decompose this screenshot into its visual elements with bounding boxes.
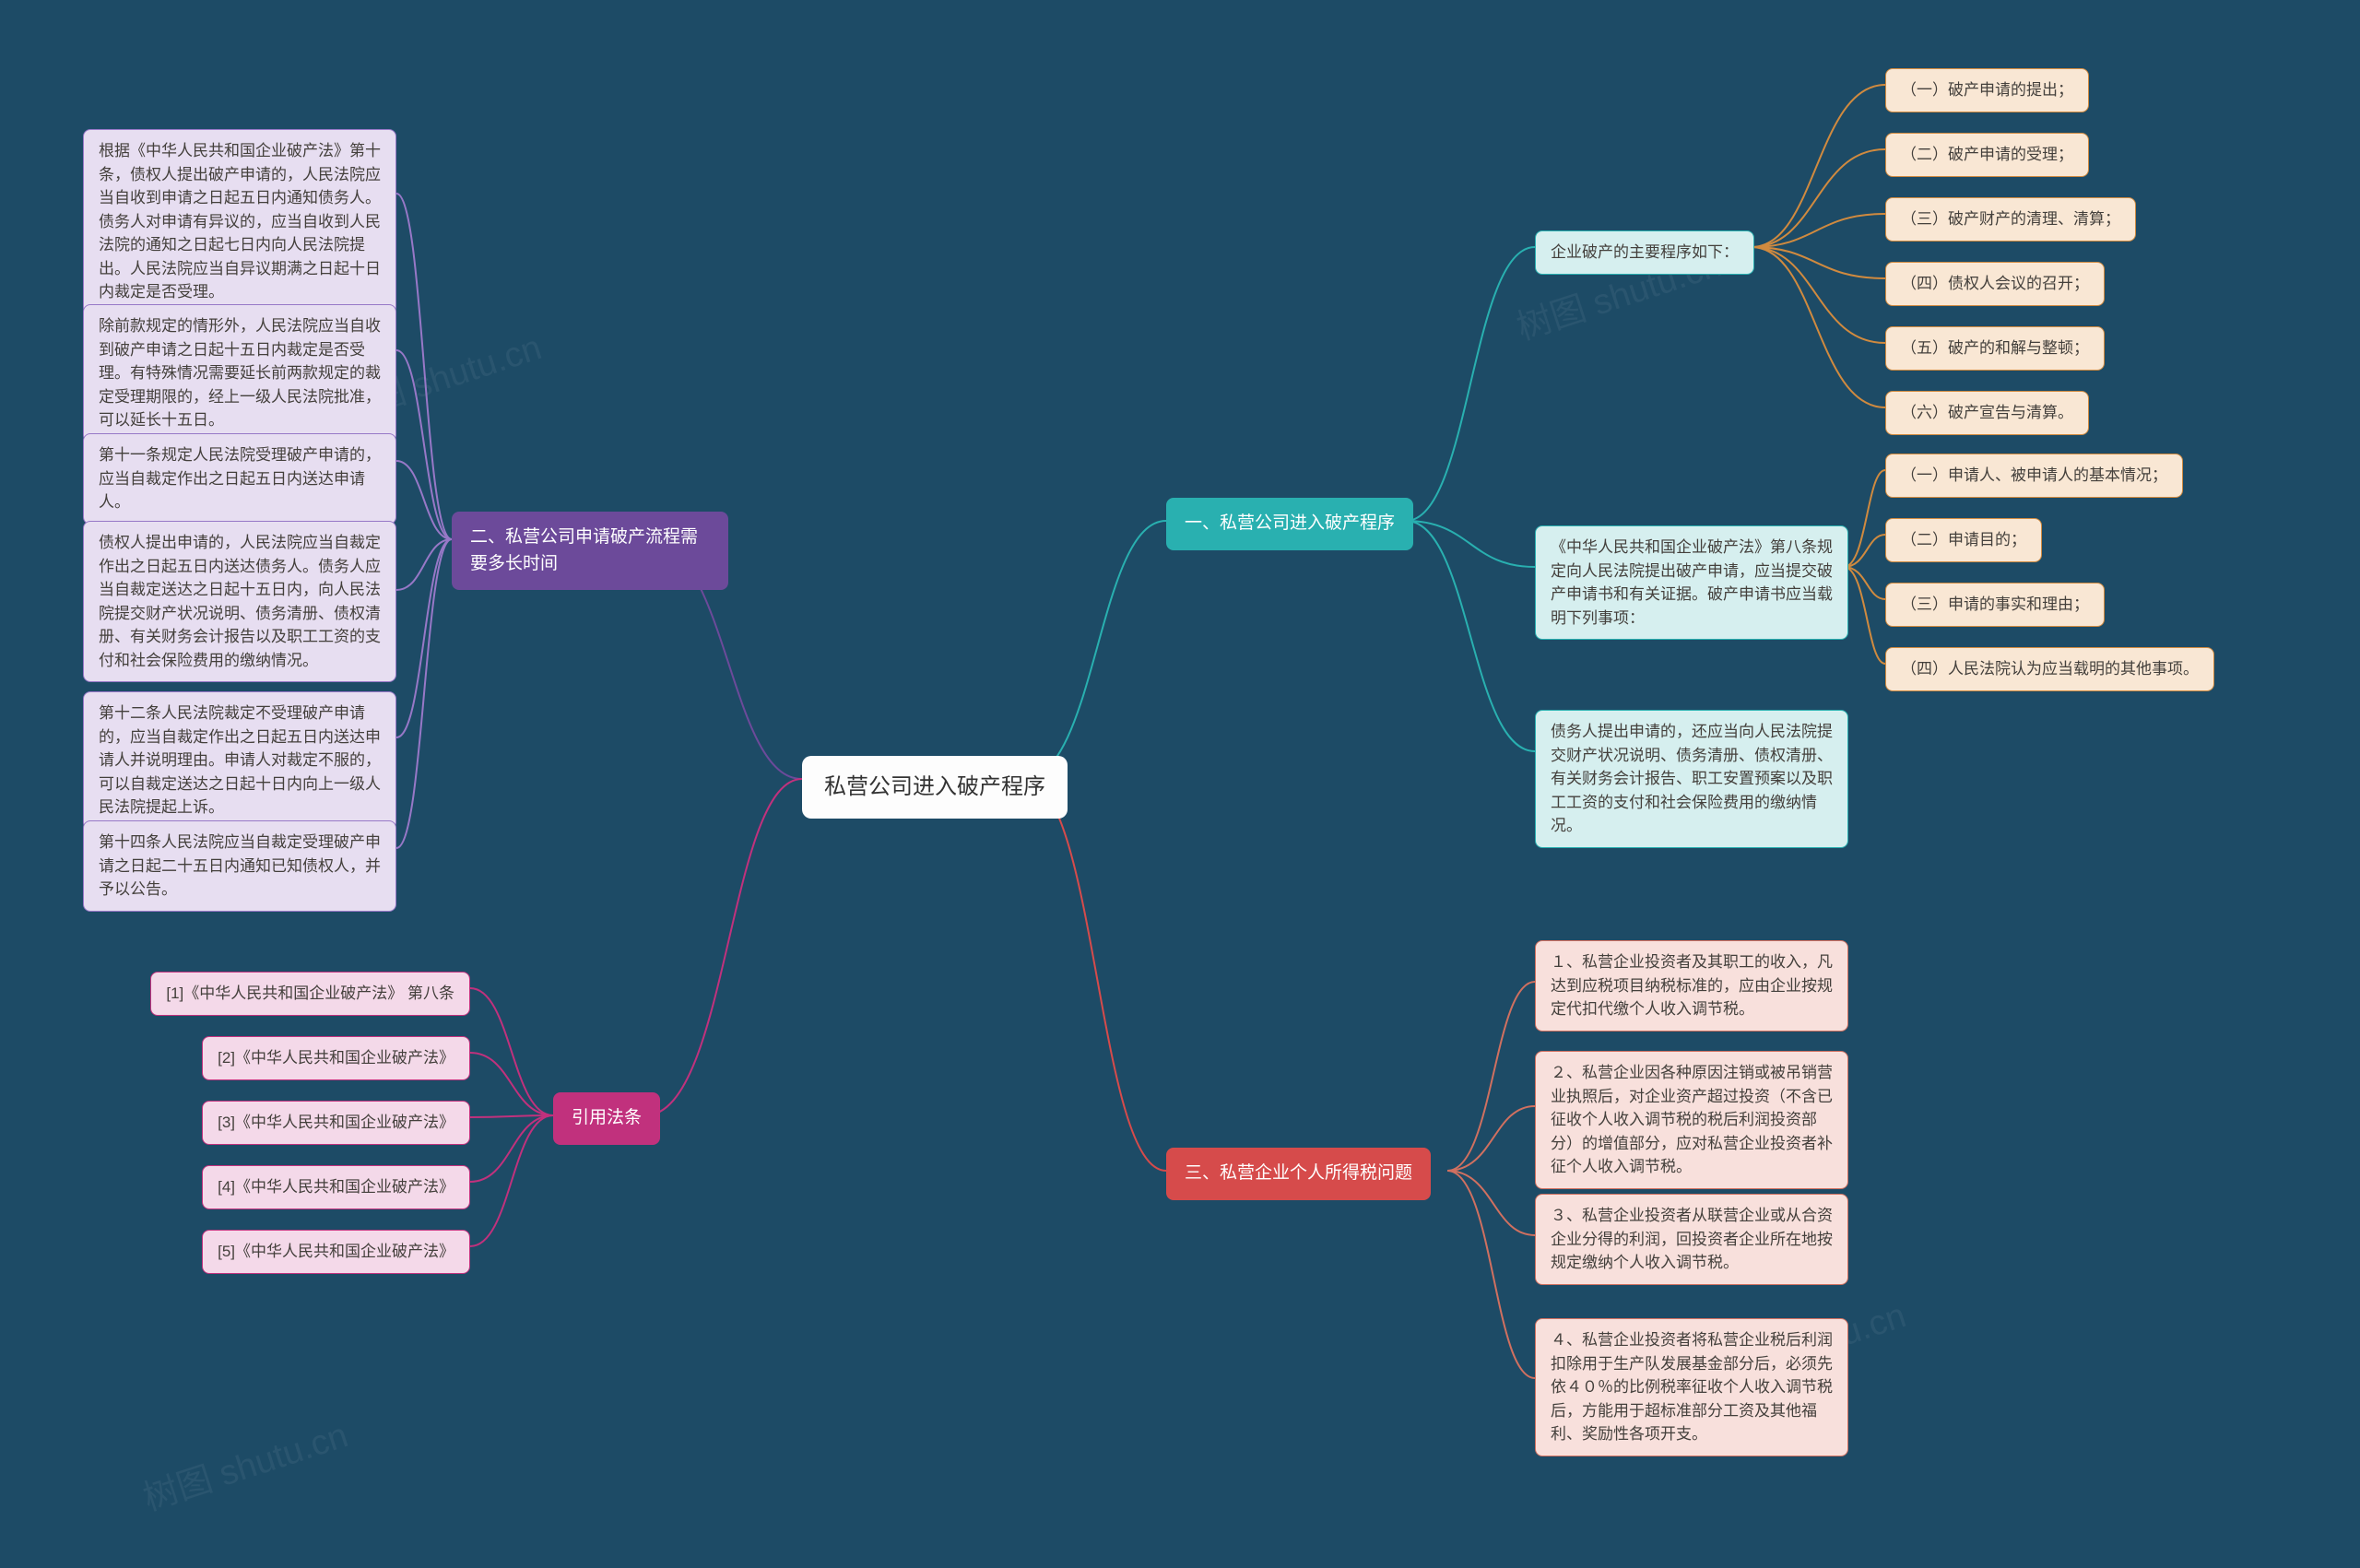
branch-4[interactable]: 引用法条 [553, 1092, 660, 1145]
branch-1[interactable]: 一、私营公司进入破产程序 [1166, 498, 1413, 550]
b1-sub1-item[interactable]: （一）破产申请的提出； [1885, 68, 2089, 112]
b3-item[interactable]: ４、私营企业投资者将私营企业税后利润扣除用于生产队发展基金部分后，必须先依４０％… [1535, 1318, 1848, 1456]
b1-sub1-item[interactable]: （六）破产宣告与清算。 [1885, 391, 2089, 435]
b4-item[interactable]: [4]《中华人民共和国企业破产法》 [202, 1165, 470, 1209]
b1-sub2-item[interactable]: （二）申请目的； [1885, 518, 2042, 562]
b3-item[interactable]: ２、私营企业因各种原因注销或被吊销营业执照后，对企业资产超过投资（不含已征收个人… [1535, 1051, 1848, 1189]
b4-item[interactable]: [3]《中华人民共和国企业破产法》 [202, 1101, 470, 1145]
b2-item[interactable]: 除前款规定的情形外，人民法院应当自收到破产申请之日起十五日内裁定是否受理。有特殊… [83, 304, 396, 442]
b3-item[interactable]: ３、私营企业投资者从联营企业或从合资企业分得的利润，回投资者企业所在地按规定缴纳… [1535, 1194, 1848, 1285]
b1-sub2-item[interactable]: （一）申请人、被申请人的基本情况； [1885, 454, 2183, 498]
b4-item[interactable]: [2]《中华人民共和国企业破产法》 [202, 1036, 470, 1080]
b1-sub1-item[interactable]: （四）债权人会议的召开； [1885, 262, 2105, 306]
b2-item[interactable]: 第十二条人民法院裁定不受理破产申请的，应当自裁定作出之日起五日内送达申请人并说明… [83, 691, 396, 830]
branch-2[interactable]: 二、私营公司申请破产流程需要多长时间 [452, 512, 728, 590]
b1-sub3[interactable]: 债务人提出申请的，还应当向人民法院提交财产状况说明、债务清册、债权清册、有关财务… [1535, 710, 1848, 848]
b2-item[interactable]: 债权人提出申请的，人民法院应当自裁定作出之日起五日内送达债务人。债务人应当自裁定… [83, 521, 396, 682]
b1-sub1-item[interactable]: （二）破产申请的受理； [1885, 133, 2089, 177]
b1-sub1[interactable]: 企业破产的主要程序如下： [1535, 230, 1754, 275]
b1-sub2-item[interactable]: （四）人民法院认为应当载明的其他事项。 [1885, 647, 2214, 691]
b1-sub1-item[interactable]: （五）破产的和解与整顿； [1885, 326, 2105, 371]
b1-sub2[interactable]: 《中华人民共和国企业破产法》第八条规定向人民法院提出破产申请，应当提交破产申请书… [1535, 525, 1848, 640]
b2-item[interactable]: 根据《中华人民共和国企业破产法》第十条，债权人提出破产申请的，人民法院应当自收到… [83, 129, 396, 314]
watermark: 树图 shutu.cn [136, 1407, 353, 1520]
b1-sub2-item[interactable]: （三）申请的事实和理由； [1885, 583, 2105, 627]
root-node[interactable]: 私营公司进入破产程序 [802, 756, 1068, 819]
b2-item[interactable]: 第十一条规定人民法院受理破产申请的，应当自裁定作出之日起五日内送达申请人。 [83, 433, 396, 525]
b4-item[interactable]: [5]《中华人民共和国企业破产法》 [202, 1230, 470, 1274]
b2-item[interactable]: 第十四条人民法院应当自裁定受理破产申请之日起二十五日内通知已知债权人，并予以公告… [83, 820, 396, 912]
b1-sub1-item[interactable]: （三）破产财产的清理、清算； [1885, 197, 2136, 242]
b3-item[interactable]: １、私营企业投资者及其职工的收入，凡达到应税项目纳税标准的，应由企业按规定代扣代… [1535, 940, 1848, 1032]
branch-3[interactable]: 三、私营企业个人所得税问题 [1166, 1148, 1431, 1200]
b4-item[interactable]: [1]《中华人民共和国企业破产法》 第八条 [150, 972, 470, 1016]
